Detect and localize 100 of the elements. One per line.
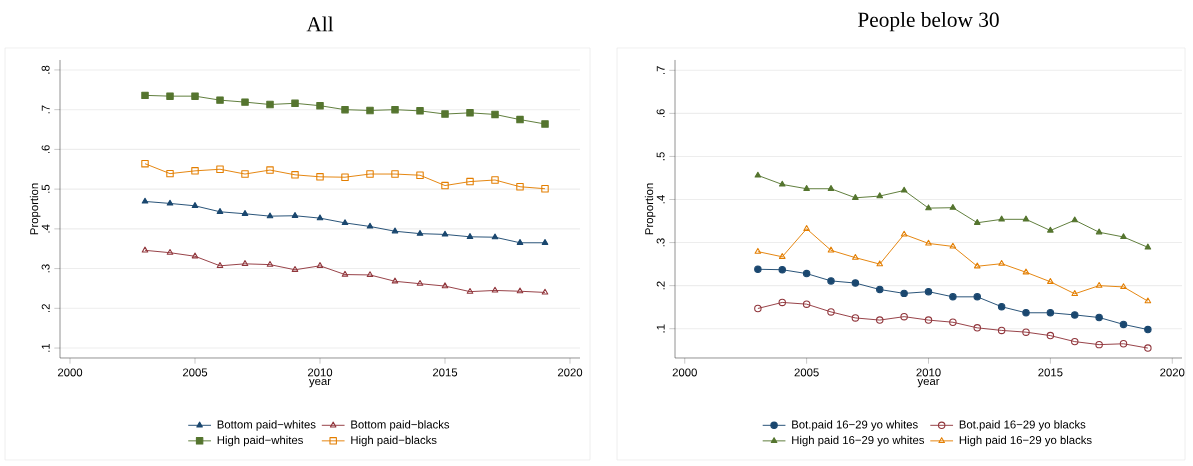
point xyxy=(441,230,449,237)
point xyxy=(924,316,933,324)
point xyxy=(391,227,399,234)
point xyxy=(1022,328,1030,336)
x-tick-label: 2020 xyxy=(1160,368,1185,377)
point xyxy=(241,98,249,106)
point xyxy=(266,212,274,219)
point xyxy=(998,215,1005,222)
point xyxy=(778,265,786,274)
point xyxy=(949,242,957,249)
point xyxy=(316,173,324,181)
point xyxy=(216,96,224,104)
point xyxy=(491,176,499,184)
point xyxy=(949,203,957,210)
y-tick-label: .7 xyxy=(656,66,665,75)
point xyxy=(341,105,349,114)
point xyxy=(827,277,835,285)
point xyxy=(141,159,149,168)
point xyxy=(1119,340,1128,348)
point xyxy=(441,181,449,190)
point xyxy=(1095,313,1103,322)
point xyxy=(291,212,299,218)
point xyxy=(754,247,762,254)
point xyxy=(1119,320,1128,329)
y-tick-label: .2 xyxy=(656,281,665,290)
point xyxy=(1144,344,1152,352)
legend-label: High paid−whites xyxy=(217,435,303,447)
point xyxy=(141,246,149,253)
point xyxy=(141,91,149,100)
point xyxy=(441,282,449,289)
x-tick-label: 2015 xyxy=(1038,368,1063,377)
point xyxy=(876,260,884,267)
point xyxy=(166,92,174,100)
y-tick-label: .4 xyxy=(41,224,50,233)
chart-title: All xyxy=(306,16,334,32)
point xyxy=(341,173,349,181)
point xyxy=(391,105,399,114)
y-tick-label: .7 xyxy=(41,105,50,114)
x-tick-label: 2000 xyxy=(57,368,83,377)
point xyxy=(973,219,981,225)
point xyxy=(391,277,399,284)
point xyxy=(366,170,374,178)
point xyxy=(491,286,499,293)
point xyxy=(803,225,810,231)
point xyxy=(216,165,224,173)
point xyxy=(876,285,884,294)
chart-title: People below 30 xyxy=(858,11,999,32)
point xyxy=(316,101,324,110)
point xyxy=(973,293,981,301)
point xyxy=(876,192,884,199)
point xyxy=(341,270,349,277)
point xyxy=(366,222,374,229)
point xyxy=(1046,331,1055,340)
point xyxy=(366,271,374,278)
point xyxy=(241,260,249,266)
point xyxy=(516,183,524,191)
legend-label: High paid 16−29 yo whites xyxy=(792,435,925,447)
x-tick-label: 2000 xyxy=(672,368,697,377)
point xyxy=(997,303,1006,311)
point xyxy=(754,171,762,178)
point xyxy=(876,316,884,324)
point xyxy=(1047,226,1054,233)
y-tick-label: .5 xyxy=(41,184,50,193)
point xyxy=(949,318,957,326)
point xyxy=(778,253,786,259)
y-tick-label: .5 xyxy=(656,152,665,161)
point xyxy=(241,210,249,216)
point xyxy=(141,197,149,204)
point xyxy=(924,287,933,296)
point xyxy=(541,239,549,245)
point xyxy=(851,279,860,287)
point xyxy=(827,246,835,253)
point xyxy=(191,252,199,259)
x-tick-label: 2010 xyxy=(916,368,941,377)
point xyxy=(291,171,299,179)
point xyxy=(191,202,199,208)
point xyxy=(973,324,981,332)
point xyxy=(1095,281,1103,288)
point xyxy=(1022,215,1030,222)
point xyxy=(541,184,549,193)
point xyxy=(998,259,1005,266)
point xyxy=(1071,290,1079,296)
point xyxy=(1144,297,1152,304)
point xyxy=(316,262,324,268)
point xyxy=(366,106,374,115)
legend-label: Bottom paid−whites xyxy=(217,420,316,431)
point xyxy=(266,260,274,267)
point xyxy=(778,298,786,307)
point xyxy=(949,293,957,301)
point xyxy=(754,304,762,313)
point xyxy=(1095,340,1103,349)
point xyxy=(1095,228,1103,235)
x-tick-label: 2015 xyxy=(432,368,458,377)
point xyxy=(1071,337,1079,346)
point xyxy=(1120,283,1127,290)
point xyxy=(1071,216,1079,223)
y-tick-label: .3 xyxy=(656,238,665,247)
point xyxy=(827,308,835,316)
point xyxy=(900,289,908,298)
y-tick-label: .4 xyxy=(656,195,665,204)
